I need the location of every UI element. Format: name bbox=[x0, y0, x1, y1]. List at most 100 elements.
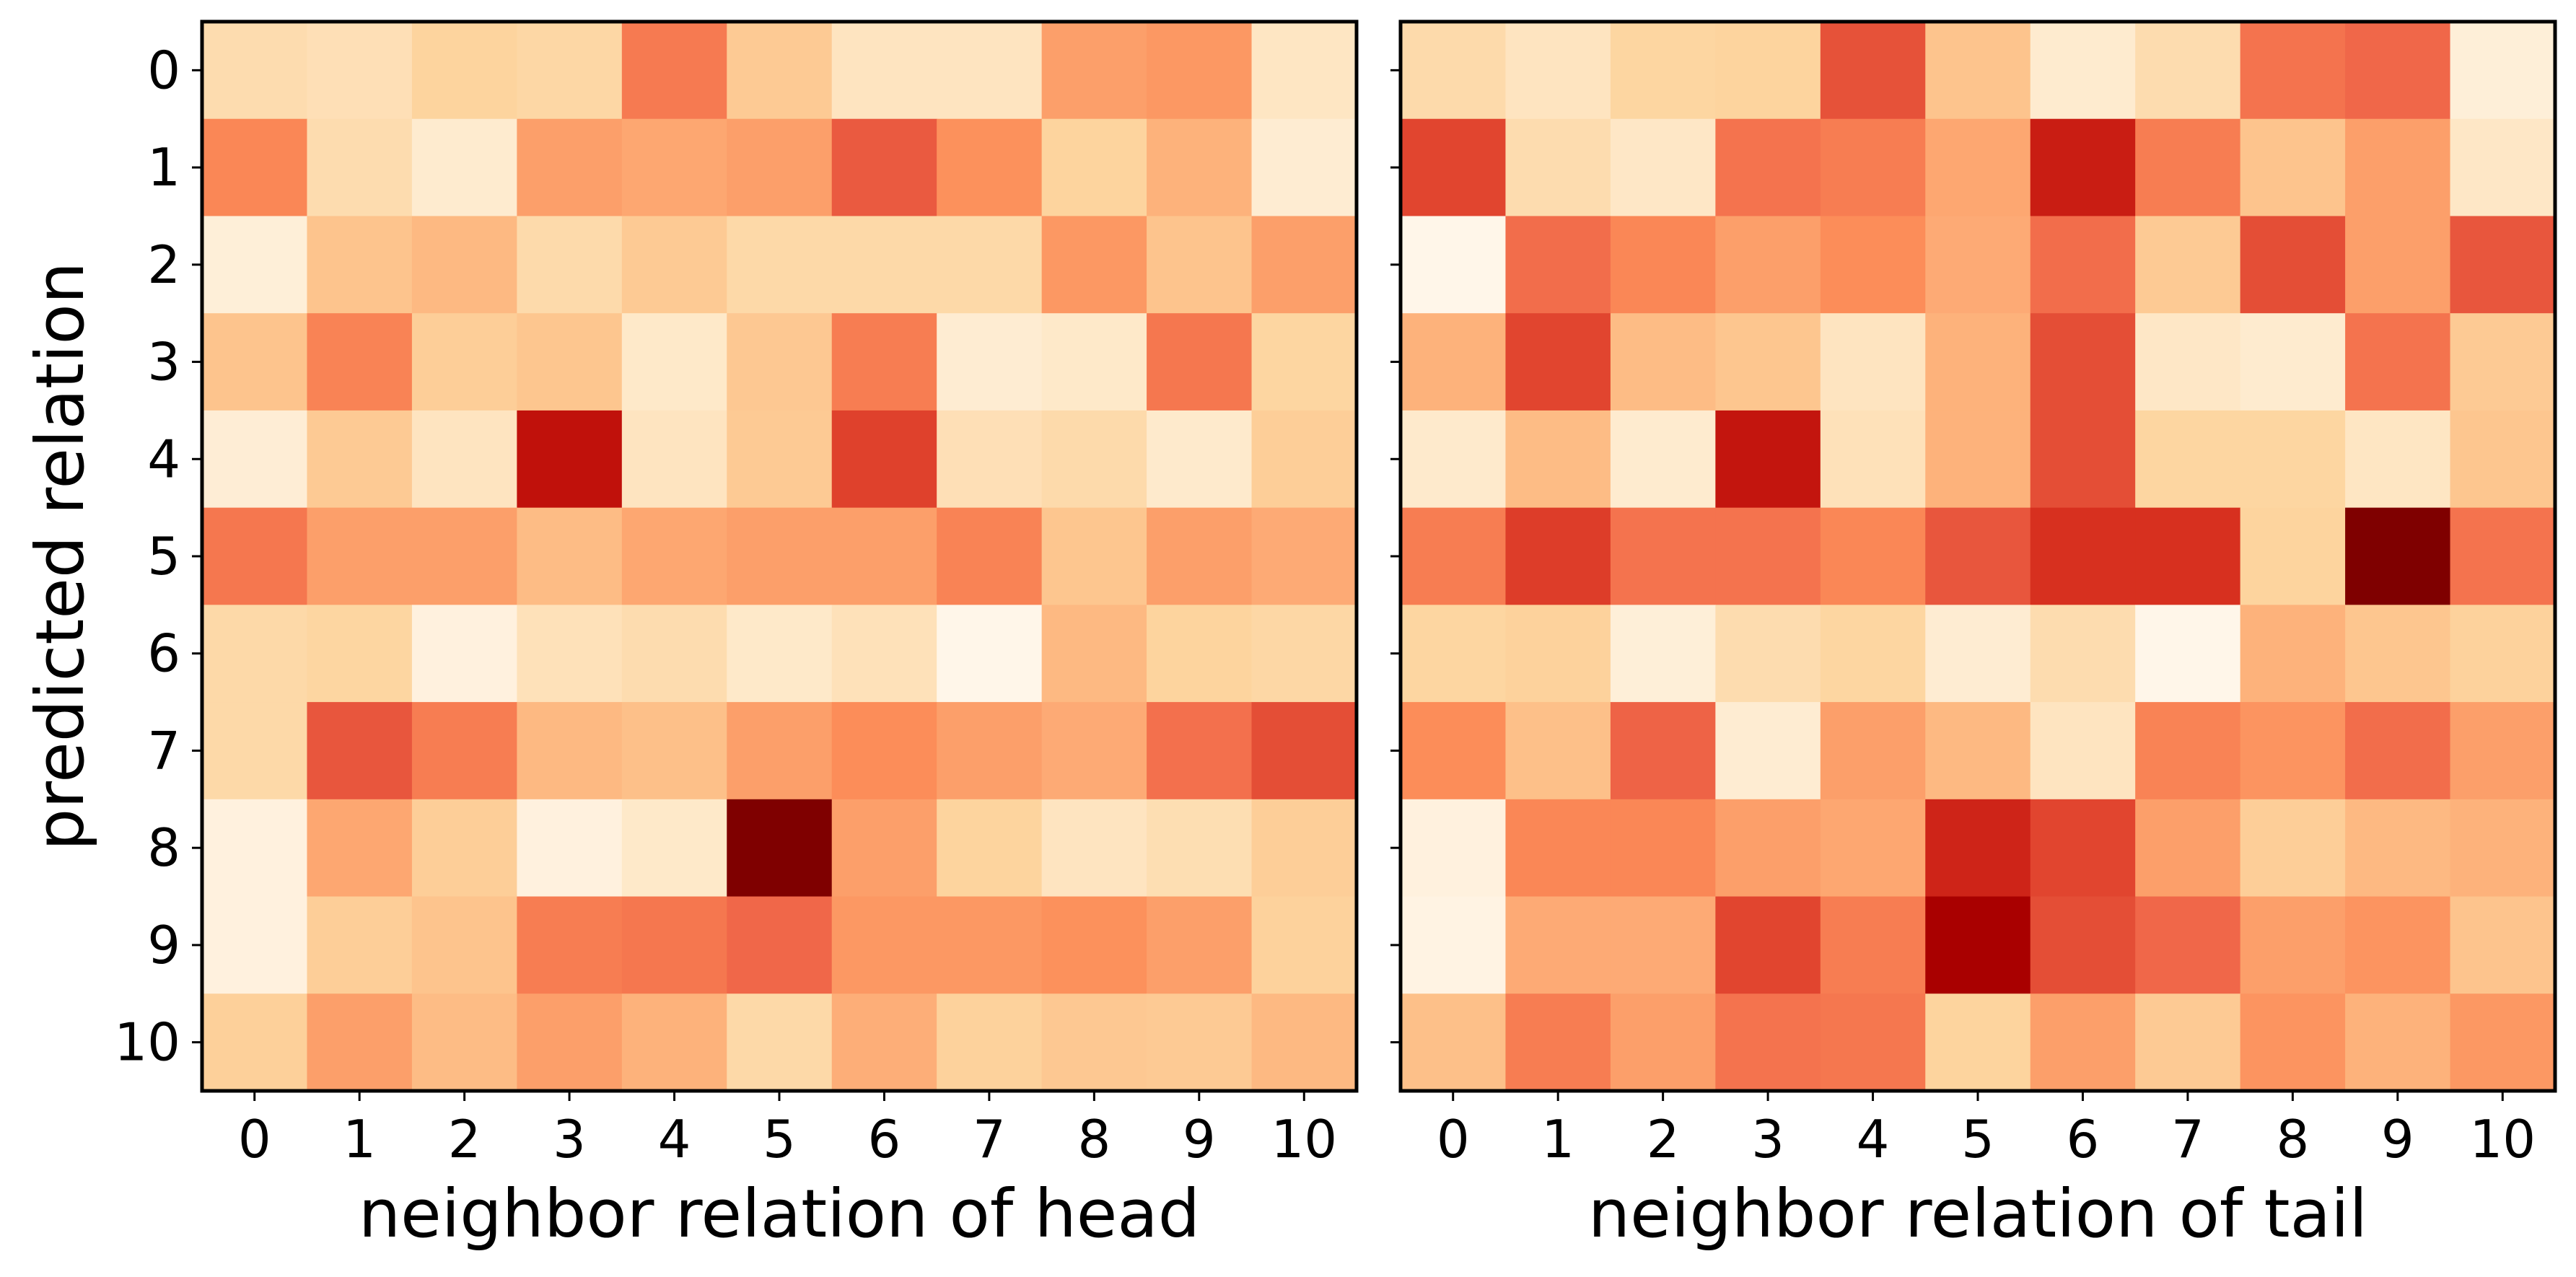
left-heatmap-cell-r1-c9 bbox=[1147, 118, 1253, 217]
left-x-tick-label: 7 bbox=[973, 1109, 1006, 1170]
right-heatmap-cell-r9-c3 bbox=[1715, 896, 1821, 994]
right-heatmap-cell-r9-c4 bbox=[1820, 896, 1926, 994]
right-heatmap-cell-r4-c9 bbox=[2345, 410, 2451, 509]
left-y-tick-label: 4 bbox=[147, 429, 180, 489]
left-heatmap-cell-r8-c10 bbox=[1251, 799, 1357, 898]
right-heatmap-cell-r7-c3 bbox=[1715, 702, 1821, 800]
left-heatmap-cell-r4-c10 bbox=[1251, 410, 1357, 509]
right-heatmap-cell-r7-c8 bbox=[2240, 702, 2346, 800]
right-heatmap-cell-r7-c6 bbox=[2030, 702, 2136, 800]
right-heatmap-cell-r2-c2 bbox=[1610, 216, 1716, 314]
right-heatmap-cell-r6-c0 bbox=[1401, 605, 1507, 703]
left-heatmap-cell-r8-c1 bbox=[307, 799, 413, 898]
left-heatmap-cell-r5-c2 bbox=[411, 507, 517, 605]
right-heatmap-cell-r9-c6 bbox=[2030, 896, 2136, 994]
left-heatmap-cell-r7-c4 bbox=[621, 702, 727, 800]
right-heatmap-cell-r1-c5 bbox=[1925, 118, 2031, 217]
left-y-tick-label: 9 bbox=[147, 915, 180, 975]
right-heatmap-cell-r5-c10 bbox=[2450, 507, 2556, 605]
right-heatmap-cell-r3-c3 bbox=[1715, 313, 1821, 411]
left-heatmap-cell-r0-c1 bbox=[307, 22, 413, 120]
right-heatmap-cell-r8-c3 bbox=[1715, 799, 1821, 898]
left-heatmap-cell-r1-c5 bbox=[727, 118, 833, 217]
right-heatmap-cell-r9-c7 bbox=[2135, 896, 2241, 994]
right-heatmap-cell-r0-c6 bbox=[2030, 22, 2136, 120]
right-heatmap-cell-r6-c1 bbox=[1505, 605, 1611, 703]
left-heatmap-cell-r7-c5 bbox=[727, 702, 833, 800]
right-heatmap-cell-r7-c4 bbox=[1820, 702, 1926, 800]
right-heatmap-cell-r5-c9 bbox=[2345, 507, 2451, 605]
left-heatmap-cell-r8-c0 bbox=[202, 799, 308, 898]
right-heatmap-cell-r5-c1 bbox=[1505, 507, 1611, 605]
right-heatmap-cell-r6-c2 bbox=[1610, 605, 1716, 703]
left-heatmap-cell-r1-c7 bbox=[937, 118, 1043, 217]
left-heatmap-cell-r5-c0 bbox=[202, 507, 308, 605]
right-heatmap-cell-r4-c1 bbox=[1505, 410, 1611, 509]
left-heatmap-cell-r3-c2 bbox=[411, 313, 517, 411]
right-heatmap-cell-r9-c10 bbox=[2450, 896, 2556, 994]
left-x-tick-label: 10 bbox=[1271, 1109, 1337, 1170]
left-heatmap-cell-r1-c0 bbox=[202, 118, 308, 217]
left-heatmap-cell-r6-c10 bbox=[1251, 605, 1357, 703]
right-heatmap-cell-r5-c3 bbox=[1715, 507, 1821, 605]
right-heatmap-cell-r8-c5 bbox=[1925, 799, 2031, 898]
right-heatmap-cell-r10-c3 bbox=[1715, 993, 1821, 1092]
left-heatmap-cell-r6-c7 bbox=[937, 605, 1043, 703]
right-heatmap-cell-r3-c0 bbox=[1401, 313, 1507, 411]
right-heatmap-cell-r3-c4 bbox=[1820, 313, 1926, 411]
left-heatmap-cell-r10-c8 bbox=[1041, 993, 1147, 1092]
left-heatmap-cell-r0-c7 bbox=[937, 22, 1043, 120]
right-heatmap-cell-r7-c9 bbox=[2345, 702, 2451, 800]
left-heatmap-cell-r8-c2 bbox=[411, 799, 517, 898]
right-heatmap-cell-r5-c4 bbox=[1820, 507, 1926, 605]
right-heatmap-cell-r6-c6 bbox=[2030, 605, 2136, 703]
right-x-tick-label: 3 bbox=[1751, 1109, 1784, 1170]
right-heatmap-cell-r8-c1 bbox=[1505, 799, 1611, 898]
left-heatmap-cell-r9-c5 bbox=[727, 896, 833, 994]
left-heatmap-cell-r4-c7 bbox=[937, 410, 1043, 509]
right-heatmap-cell-r10-c1 bbox=[1505, 993, 1611, 1092]
right-heatmap-cell-r10-c10 bbox=[2450, 993, 2556, 1092]
right-heatmap-cell-r4-c7 bbox=[2135, 410, 2241, 509]
right-heatmap-cell-r0-c8 bbox=[2240, 22, 2346, 120]
right-heatmap-cell-r3-c10 bbox=[2450, 313, 2556, 411]
right-heatmap-cell-r5-c6 bbox=[2030, 507, 2136, 605]
right-heatmap-cell-r2-c6 bbox=[2030, 216, 2136, 314]
left-heatmap-cell-r9-c8 bbox=[1041, 896, 1147, 994]
right-heatmap-cell-r9-c8 bbox=[2240, 896, 2346, 994]
right-heatmap-cell-r7-c7 bbox=[2135, 702, 2241, 800]
right-heatmap-cell-r0-c1 bbox=[1505, 22, 1611, 120]
right-heatmap-cell-r4-c0 bbox=[1401, 410, 1507, 509]
right-heatmap-cell-r5-c8 bbox=[2240, 507, 2346, 605]
left-heatmap-cell-r10-c0 bbox=[202, 993, 308, 1092]
left-heatmap-cell-r3-c4 bbox=[621, 313, 727, 411]
right-heatmap-cell-r0-c9 bbox=[2345, 22, 2451, 120]
left-heatmap-cell-r10-c4 bbox=[621, 993, 727, 1092]
right-heatmap-cell-r4-c5 bbox=[1925, 410, 2031, 509]
right-heatmap-cell-r0-c5 bbox=[1925, 22, 2031, 120]
right-heatmap-cell-r3-c5 bbox=[1925, 313, 2031, 411]
right-heatmap-cell-r6-c8 bbox=[2240, 605, 2346, 703]
left-heatmap-cell-r5-c8 bbox=[1041, 507, 1147, 605]
left-heatmap-cell-r0-c4 bbox=[621, 22, 727, 120]
left-heatmap-cell-r0-c9 bbox=[1147, 22, 1253, 120]
left-heatmap-cell-r5-c10 bbox=[1251, 507, 1357, 605]
left-heatmap-cell-r7-c1 bbox=[307, 702, 413, 800]
right-heatmap-cell-r1-c6 bbox=[2030, 118, 2136, 217]
left-heatmap-cell-r4-c4 bbox=[621, 410, 727, 509]
right-heatmap-cell-r0-c0 bbox=[1401, 22, 1507, 120]
right-heatmap-cell-r6-c3 bbox=[1715, 605, 1821, 703]
left-x-tick-label: 4 bbox=[658, 1109, 691, 1170]
left-heatmap-cell-r0-c8 bbox=[1041, 22, 1147, 120]
right-heatmap-cell-r5-c7 bbox=[2135, 507, 2241, 605]
left-heatmap-cell-r5-c5 bbox=[727, 507, 833, 605]
left-heatmap-cell-r5-c3 bbox=[517, 507, 623, 605]
left-heatmap-cell-r4-c6 bbox=[831, 410, 937, 509]
right-heatmap-cell-r10-c2 bbox=[1610, 993, 1716, 1092]
left-heatmap-cell-r8-c4 bbox=[621, 799, 727, 898]
left-heatmap-cell-r9-c7 bbox=[937, 896, 1043, 994]
left-heatmap-cell-r6-c8 bbox=[1041, 605, 1147, 703]
left-heatmap-cell-r4-c1 bbox=[307, 410, 413, 509]
right-heatmap-cell-r9-c9 bbox=[2345, 896, 2451, 994]
left-heatmap-cell-r2-c6 bbox=[831, 216, 937, 314]
